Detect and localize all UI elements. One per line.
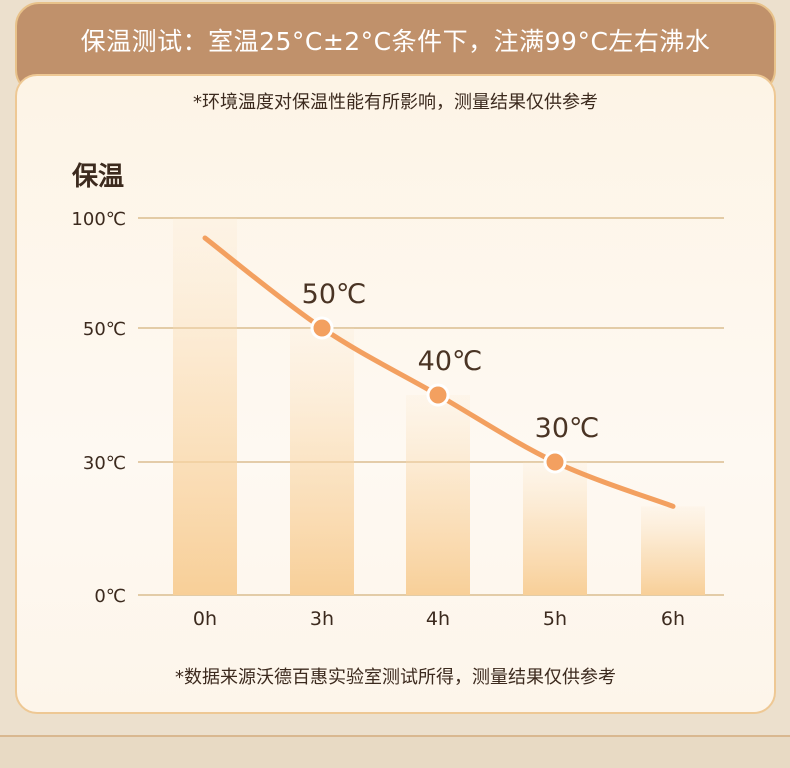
bar <box>406 395 470 595</box>
disclaimer-top: *环境温度对保温性能有所影响，测量结果仅供参考 <box>193 92 598 113</box>
y-tick-label: 100℃ <box>71 209 126 230</box>
data-label: 40℃ <box>418 346 483 377</box>
bar <box>290 328 354 595</box>
data-point <box>426 383 450 407</box>
data-label: 30℃ <box>535 413 600 444</box>
x-tick-label: 5h <box>543 608 567 630</box>
bar <box>173 218 237 595</box>
data-label: 50℃ <box>302 279 367 310</box>
x-tick-label: 4h <box>426 608 450 630</box>
y-tick-label: 0℃ <box>94 586 126 607</box>
bar <box>641 506 705 595</box>
x-tick-label: 6h <box>661 608 685 630</box>
x-tick-label: 0h <box>193 608 217 630</box>
y-tick-label: 30℃ <box>83 453 126 474</box>
header-title: 保温测试：室温25°C±2°C条件下，注满99°C左右沸水 <box>80 27 711 56</box>
bottom-band <box>0 735 790 768</box>
chart-title: 保温 <box>72 162 125 192</box>
y-tick-label: 50℃ <box>83 319 126 340</box>
bar <box>523 462 587 595</box>
x-tick-label: 3h <box>310 608 334 630</box>
data-point <box>310 316 334 340</box>
disclaimer-bottom: *数据来源沃德百惠实验室测试所得，测量结果仅供参考 <box>175 667 616 688</box>
data-point <box>543 450 567 474</box>
chart-panel <box>15 74 776 714</box>
